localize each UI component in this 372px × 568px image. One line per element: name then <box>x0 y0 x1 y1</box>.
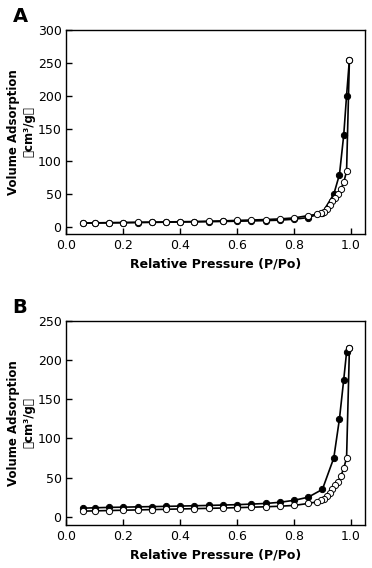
Y-axis label: Volume Adsorption
（cm³/g）: Volume Adsorption （cm³/g） <box>7 69 35 195</box>
Text: A: A <box>13 7 28 26</box>
X-axis label: Relative Pressure (P/Po): Relative Pressure (P/Po) <box>130 257 301 270</box>
Y-axis label: Volume Adsorption
（cm³/g）: Volume Adsorption （cm³/g） <box>7 360 35 486</box>
X-axis label: Relative Pressure (P/Po): Relative Pressure (P/Po) <box>130 548 301 561</box>
Text: B: B <box>13 298 28 317</box>
